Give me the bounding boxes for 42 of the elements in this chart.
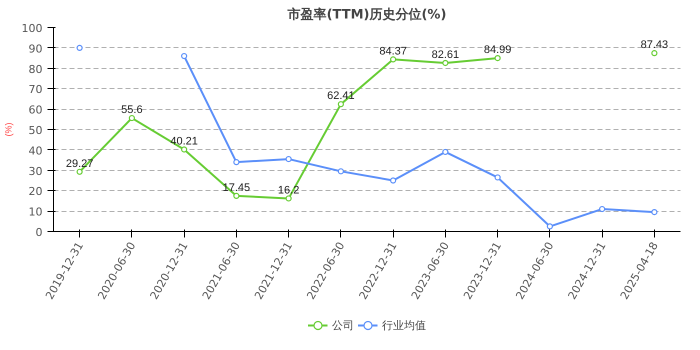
point [494,55,501,62]
point [546,223,553,230]
point [390,177,396,184]
data-label: 84.37 [379,45,407,58]
data-label: 87.43 [640,39,668,52]
y-tick-label: 0 [36,226,42,239]
point [286,195,292,202]
point [181,146,188,153]
data-label: 82.61 [432,48,460,61]
point [233,192,240,199]
data-label: 55.6 [121,104,143,116]
point [494,174,501,181]
point [599,206,606,212]
point [128,114,135,122]
point [233,159,240,166]
point [651,50,658,56]
point [442,148,448,156]
point [651,209,658,216]
legend-label: 行业均值 [382,318,426,332]
y-tick-label: 90 [28,42,43,56]
y-tick-label: 10 [28,206,43,219]
point [76,168,83,175]
data-label: 40.21 [170,135,198,148]
y-tick-label: 100 [22,22,43,35]
point [390,56,396,62]
chart-title: 市盈率(TTM)历史分位(%) [286,6,446,22]
legend-label: 公司 [332,318,354,332]
point [76,44,83,51]
point [181,52,188,60]
y-tick-label: 30 [28,164,43,178]
y-tick-label: 40 [28,144,43,158]
y-axis-title: (%) [4,122,14,136]
point [286,156,292,162]
point [338,101,344,108]
y-tick-label: 60 [28,104,43,117]
y-tick-label: 80 [28,62,43,76]
data-label: 84.99 [484,44,512,56]
y-tick-label: 20 [28,185,43,198]
point [442,60,448,66]
y-tick-label: 70 [28,83,43,96]
y-tick-label: 50 [28,124,43,137]
point [338,168,344,174]
